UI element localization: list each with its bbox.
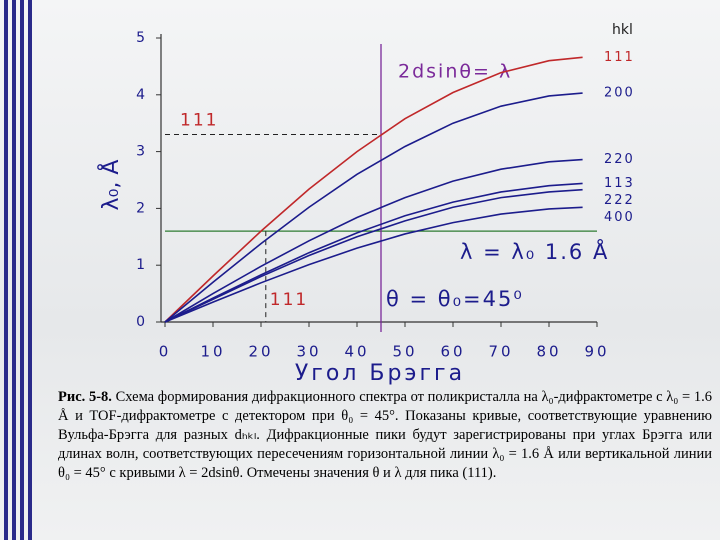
series-line: [164, 206, 583, 323]
series-line: [164, 56, 583, 323]
legend-title: hkl: [612, 22, 633, 38]
x-tick-label: 20: [248, 343, 273, 361]
y-tick-label: 2: [136, 200, 145, 216]
equation: 2dsinθ= λ: [398, 61, 512, 83]
legend-label: 111: [604, 50, 635, 65]
x-tick-label: 0: [159, 343, 172, 361]
stripe: [4, 0, 8, 540]
y-tick-label: 1: [136, 257, 145, 273]
y-tick-label: 0: [136, 314, 145, 330]
x-tick-label: 30: [296, 343, 321, 361]
legend-label: 113: [604, 176, 635, 191]
x-tick-label: 90: [584, 343, 609, 361]
legend-label: 222: [604, 193, 635, 208]
stripe: [28, 0, 32, 540]
caption-text: Схема формирования дифракционного спектр…: [58, 389, 713, 481]
legend-label: 200: [604, 86, 635, 101]
hline-label: λ = λ₀ 1.6 Å: [460, 238, 609, 264]
caption-label: Рис. 5-8.: [58, 389, 112, 405]
x-tick-label: 10: [200, 343, 225, 361]
x-tick-label: 60: [440, 343, 465, 361]
series-line: [164, 182, 583, 323]
series-line: [164, 188, 583, 323]
y-tick-label: 3: [136, 144, 145, 160]
y-axis-label: λ₀, Å: [97, 160, 124, 211]
stripe: [20, 0, 24, 540]
x-tick-label: 50: [392, 343, 417, 361]
legend-label: 220: [604, 152, 635, 167]
legend-label: 400: [604, 210, 635, 225]
y-tick-label: 5: [136, 30, 145, 46]
y-tick-label: 4: [136, 87, 145, 103]
x-tick-label: 80: [536, 343, 561, 361]
x-axis-label: Угол Брэгга: [295, 361, 465, 386]
series-line: [164, 92, 583, 323]
series-line: [164, 158, 583, 323]
caption: Рис. 5-8. Схема формирования дифракционн…: [58, 388, 712, 483]
marker-label: 111: [180, 111, 218, 131]
x-tick-label: 70: [488, 343, 513, 361]
vline-label: θ = θ₀=45⁰: [386, 287, 524, 311]
x-tick-label: 40: [344, 343, 369, 361]
marker-label: 111: [270, 290, 308, 310]
stripe: [12, 0, 16, 540]
